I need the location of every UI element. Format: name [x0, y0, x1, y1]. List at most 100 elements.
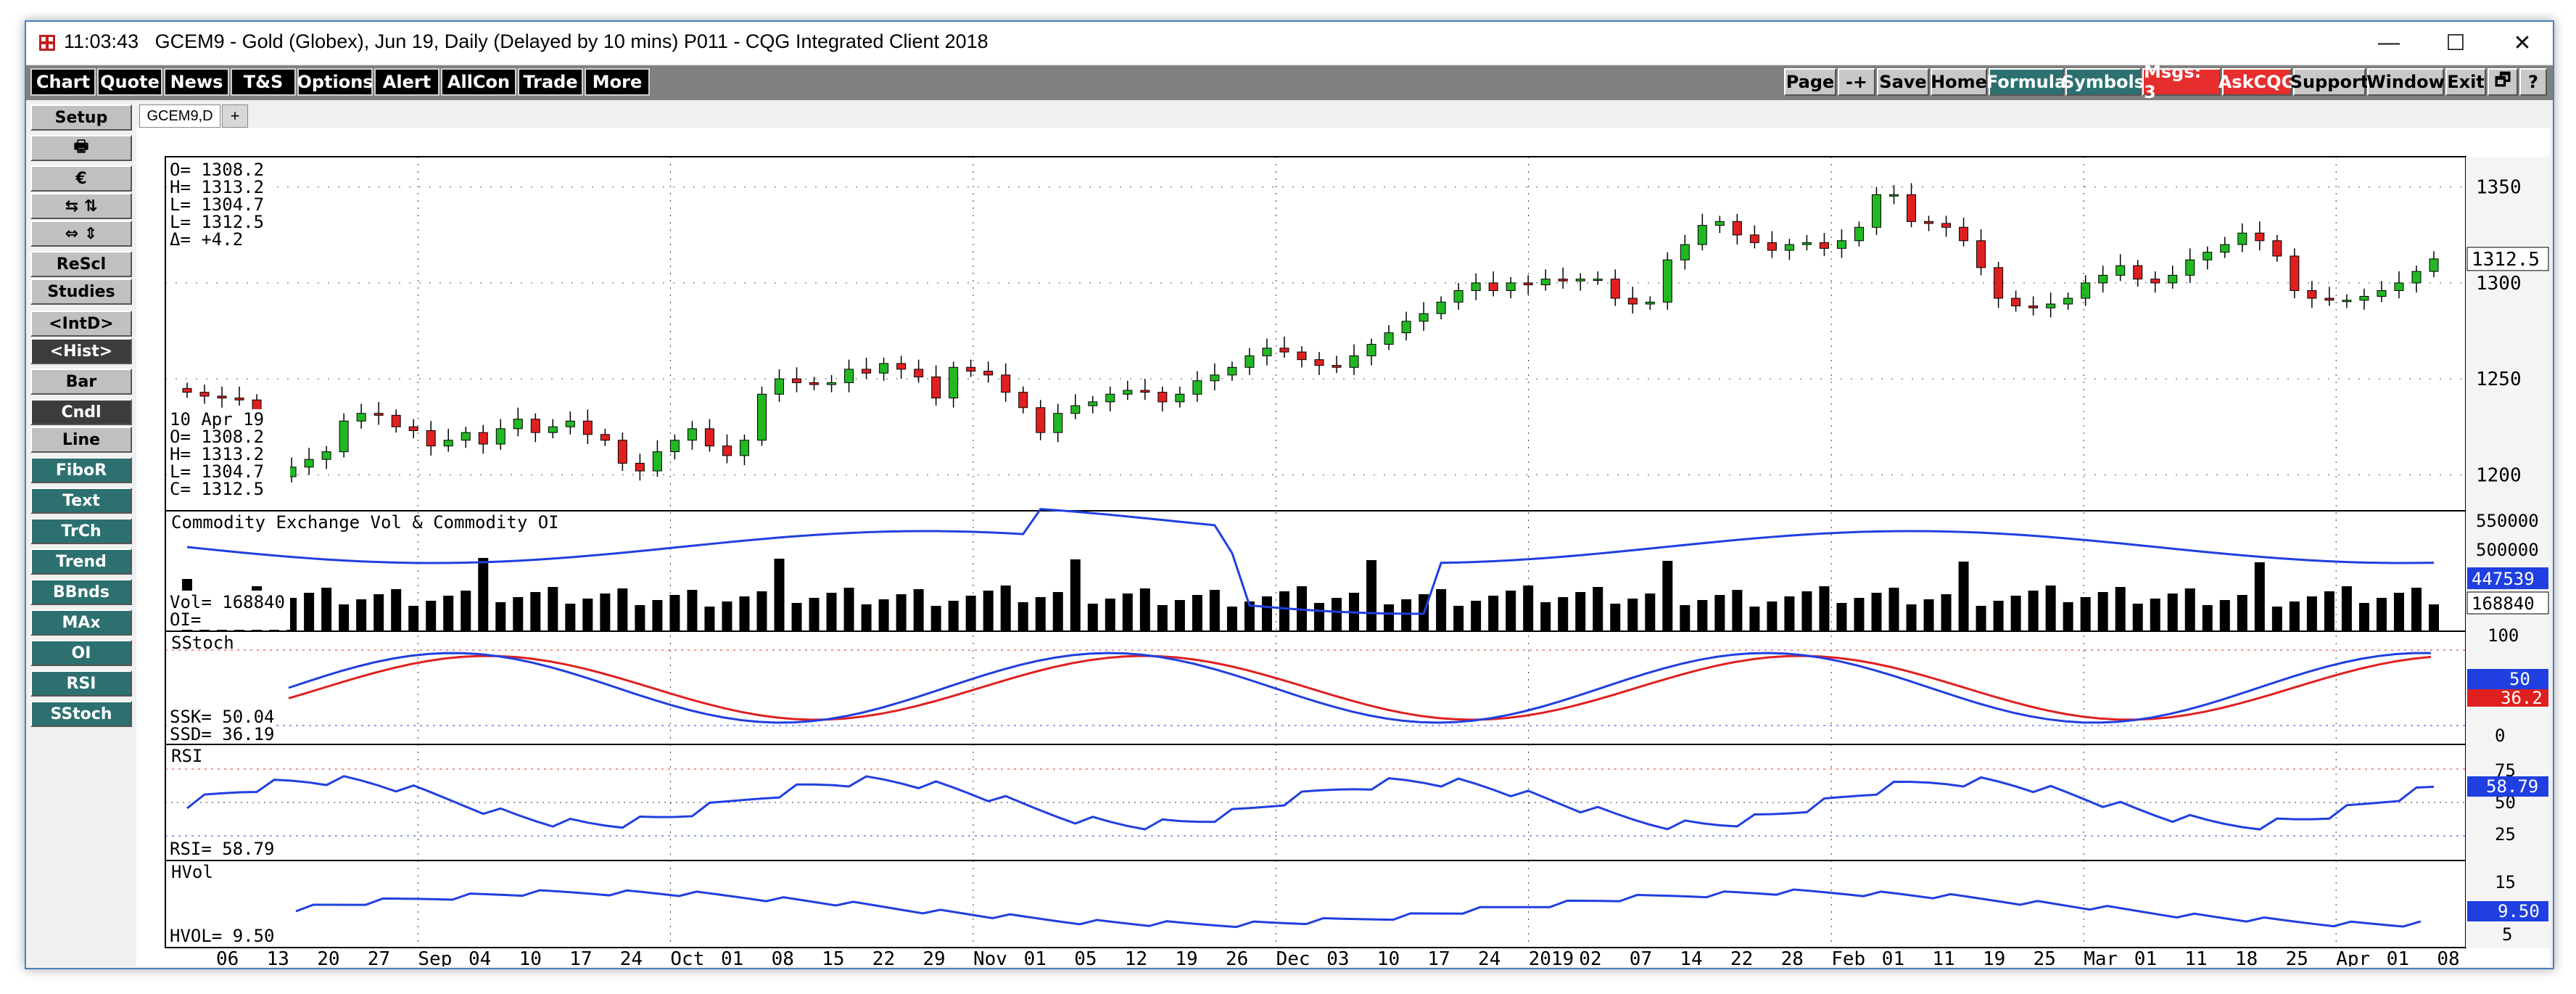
candle-body — [600, 434, 610, 441]
bbands-button[interactable]: BBnds — [30, 579, 132, 605]
bar-button[interactable]: Bar — [30, 369, 132, 395]
ssk-last-value: 50 — [2509, 669, 2530, 689]
volume-bar — [1192, 595, 1202, 631]
menu-right-3-button[interactable]: Home — [1931, 68, 1987, 96]
volume-bar — [1209, 590, 1220, 631]
candle-body — [1419, 313, 1429, 322]
menu-right-6-button[interactable]: Msgs: 3 — [2142, 62, 2221, 102]
setup-button[interactable]: Setup — [30, 104, 132, 131]
sstoch-info-box — [167, 707, 276, 743]
volume-bar — [1836, 603, 1847, 631]
rsi-info-box — [167, 839, 276, 859]
volume-bar — [1645, 593, 1656, 631]
text-button[interactable]: Text — [30, 488, 132, 514]
candle-body — [1801, 242, 1812, 245]
volume-bar — [1000, 586, 1011, 631]
menu-right-11-button[interactable]: 🗗 — [2488, 68, 2518, 96]
volume-bar — [1697, 600, 1708, 631]
volume-bar — [2358, 603, 2369, 631]
candle-button[interactable]: Cndl — [30, 399, 132, 425]
candle-body — [652, 451, 662, 472]
fibor-button[interactable]: FiboR — [30, 457, 132, 483]
candle-body — [1924, 221, 1934, 224]
volume-bar — [896, 594, 907, 631]
volume-bar — [321, 588, 332, 631]
max-button[interactable]: MAx — [30, 609, 132, 636]
menu-right-1-button[interactable]: -+ — [1838, 68, 1875, 96]
maximize-button[interactable]: ☐ — [2445, 30, 2466, 55]
menu-right-4-button[interactable]: Formula — [1986, 68, 2066, 96]
menu-more-button[interactable]: More — [585, 68, 650, 96]
volume-bar — [1122, 593, 1133, 631]
menu-alert-button[interactable]: Alert — [374, 68, 439, 96]
tab-gcem9[interactable]: GCEM9,D — [139, 104, 220, 128]
menu-right-5-button[interactable]: Symbols — [2062, 68, 2144, 96]
menu-trade-button[interactable]: Trade — [518, 68, 583, 96]
candle-body — [1070, 405, 1081, 414]
hvol-title: HVol — [171, 862, 213, 882]
ssk-label: SSK= 50.04 — [170, 707, 275, 727]
menu-right-8-button[interactable]: Support — [2290, 68, 2369, 96]
trch-button[interactable]: TrCh — [30, 518, 132, 544]
resize-button[interactable]: ⇔ ⇕ — [30, 221, 132, 247]
menu-quote-button[interactable]: Quote — [97, 68, 162, 96]
swap-button[interactable]: ⇆ ⇅ — [30, 193, 132, 219]
currency-button[interactable]: € — [30, 165, 132, 192]
candle-body — [1784, 244, 1794, 251]
rsi-button[interactable]: RSI — [30, 670, 132, 697]
candle-body — [792, 378, 802, 383]
volume-bar — [1767, 601, 1778, 631]
minimize-button[interactable]: — — [2378, 30, 2400, 54]
sstoch-button[interactable]: SStoch — [30, 701, 132, 727]
date-label-10: 01 — [721, 948, 743, 966]
candle-body — [1889, 194, 1899, 197]
date-label-6: 10 — [519, 948, 542, 966]
menu-right-12-button[interactable]: ? — [2519, 68, 2547, 96]
oi-button[interactable]: OI — [30, 640, 132, 666]
candle-body — [199, 392, 210, 397]
price-tick-0: 1200 — [2476, 464, 2522, 486]
menu-chart-button[interactable]: Chart — [30, 68, 96, 96]
candle-body — [983, 371, 994, 376]
volume-bar — [530, 592, 541, 631]
menu-right-7-button[interactable]: AskCQG — [2218, 68, 2295, 96]
quote-line-0: O= 1308.2 — [170, 160, 264, 180]
value-axis-bg — [2466, 157, 2550, 948]
candle-body — [1105, 393, 1115, 403]
menu-options-button[interactable]: Options — [297, 68, 373, 96]
add-tab-button[interactable]: + — [222, 104, 248, 128]
menu-right-10-button[interactable]: Exit — [2445, 68, 2486, 96]
close-button[interactable]: ✕ — [2513, 30, 2532, 55]
menu-right-0-button[interactable]: Page — [1784, 68, 1836, 96]
volume-bar — [1332, 598, 1342, 631]
volume-bar — [1139, 588, 1150, 631]
candle-body — [2046, 303, 2056, 308]
candle-body — [1192, 380, 1202, 395]
print-button[interactable]: 🖶 — [30, 135, 132, 161]
trend-button[interactable]: Trend — [30, 549, 132, 575]
rescale-button[interactable]: ReScl — [30, 251, 132, 277]
candle-body — [739, 440, 749, 456]
volume-bar — [1279, 591, 1289, 631]
volume-bar — [948, 601, 959, 631]
menu-allcon-button[interactable]: AllCon — [441, 68, 516, 96]
volume-bar — [687, 590, 698, 631]
candle-body — [704, 428, 714, 447]
menu-right-9-button[interactable]: Window — [2366, 68, 2445, 96]
studies-button[interactable]: Studies — [30, 279, 132, 305]
volume-bar — [1384, 604, 1395, 631]
candle-body — [513, 419, 523, 430]
candle-body — [1314, 359, 1324, 366]
menu-ts-button[interactable]: T&S — [231, 68, 296, 96]
historical-button[interactable]: <Hist> — [30, 338, 132, 364]
volume-bar — [1906, 604, 1917, 631]
line-button[interactable]: Line — [30, 427, 132, 453]
intraday-button[interactable]: <IntD> — [30, 311, 132, 337]
candle-body — [2255, 232, 2265, 242]
menu-right-2-button[interactable]: Save — [1877, 68, 1929, 96]
candle-body — [827, 382, 837, 385]
menu-news-button[interactable]: News — [164, 68, 229, 96]
chart-area[interactable]: 1200 1250 1300 1350 1312.5 O= 1308.2 H= 1313.2… — [136, 128, 2550, 970]
hvol-line — [295, 888, 2422, 929]
